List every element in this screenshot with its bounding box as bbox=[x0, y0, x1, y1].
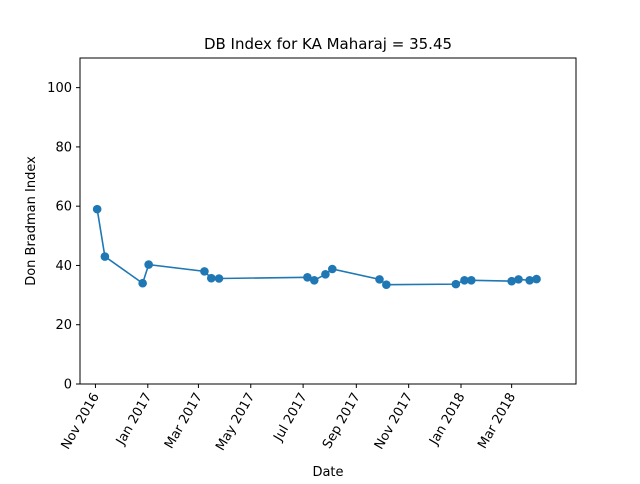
data-point bbox=[382, 280, 391, 290]
data-point bbox=[514, 275, 523, 284]
data-point bbox=[532, 274, 541, 284]
y-tick-label: 0 bbox=[64, 378, 72, 393]
data-point bbox=[467, 275, 476, 285]
data-point bbox=[460, 275, 469, 285]
series-line bbox=[96, 209, 537, 286]
plot-area-frame bbox=[79, 57, 577, 385]
chart-title: DB Index for KA Maharaj = 35.45 bbox=[204, 35, 452, 53]
data-point bbox=[200, 267, 209, 276]
y-tick-label: 20 bbox=[55, 318, 72, 333]
y-axis-ticks: 0 20 40 60 80 100 bbox=[47, 81, 80, 393]
data-point bbox=[214, 274, 224, 283]
data-point bbox=[525, 275, 534, 285]
y-axis-title: Don Bradman Index bbox=[24, 156, 39, 286]
x-axis-title: Date bbox=[312, 465, 343, 480]
data-point bbox=[303, 273, 312, 282]
data-point bbox=[327, 264, 337, 274]
data-point bbox=[507, 276, 516, 286]
data-point bbox=[100, 252, 110, 261]
y-tick-label: 60 bbox=[55, 200, 72, 215]
data-point bbox=[309, 275, 319, 285]
y-tick-label: 80 bbox=[55, 140, 72, 155]
data-point bbox=[375, 275, 384, 284]
series-group bbox=[92, 204, 541, 290]
data-point bbox=[92, 204, 102, 214]
y-tick-label: 100 bbox=[47, 81, 72, 96]
data-point bbox=[451, 279, 461, 289]
data-point bbox=[206, 273, 216, 283]
data-point bbox=[321, 270, 330, 279]
y-tick-label: 40 bbox=[55, 259, 72, 274]
data-point bbox=[144, 260, 153, 269]
data-point bbox=[138, 278, 147, 288]
